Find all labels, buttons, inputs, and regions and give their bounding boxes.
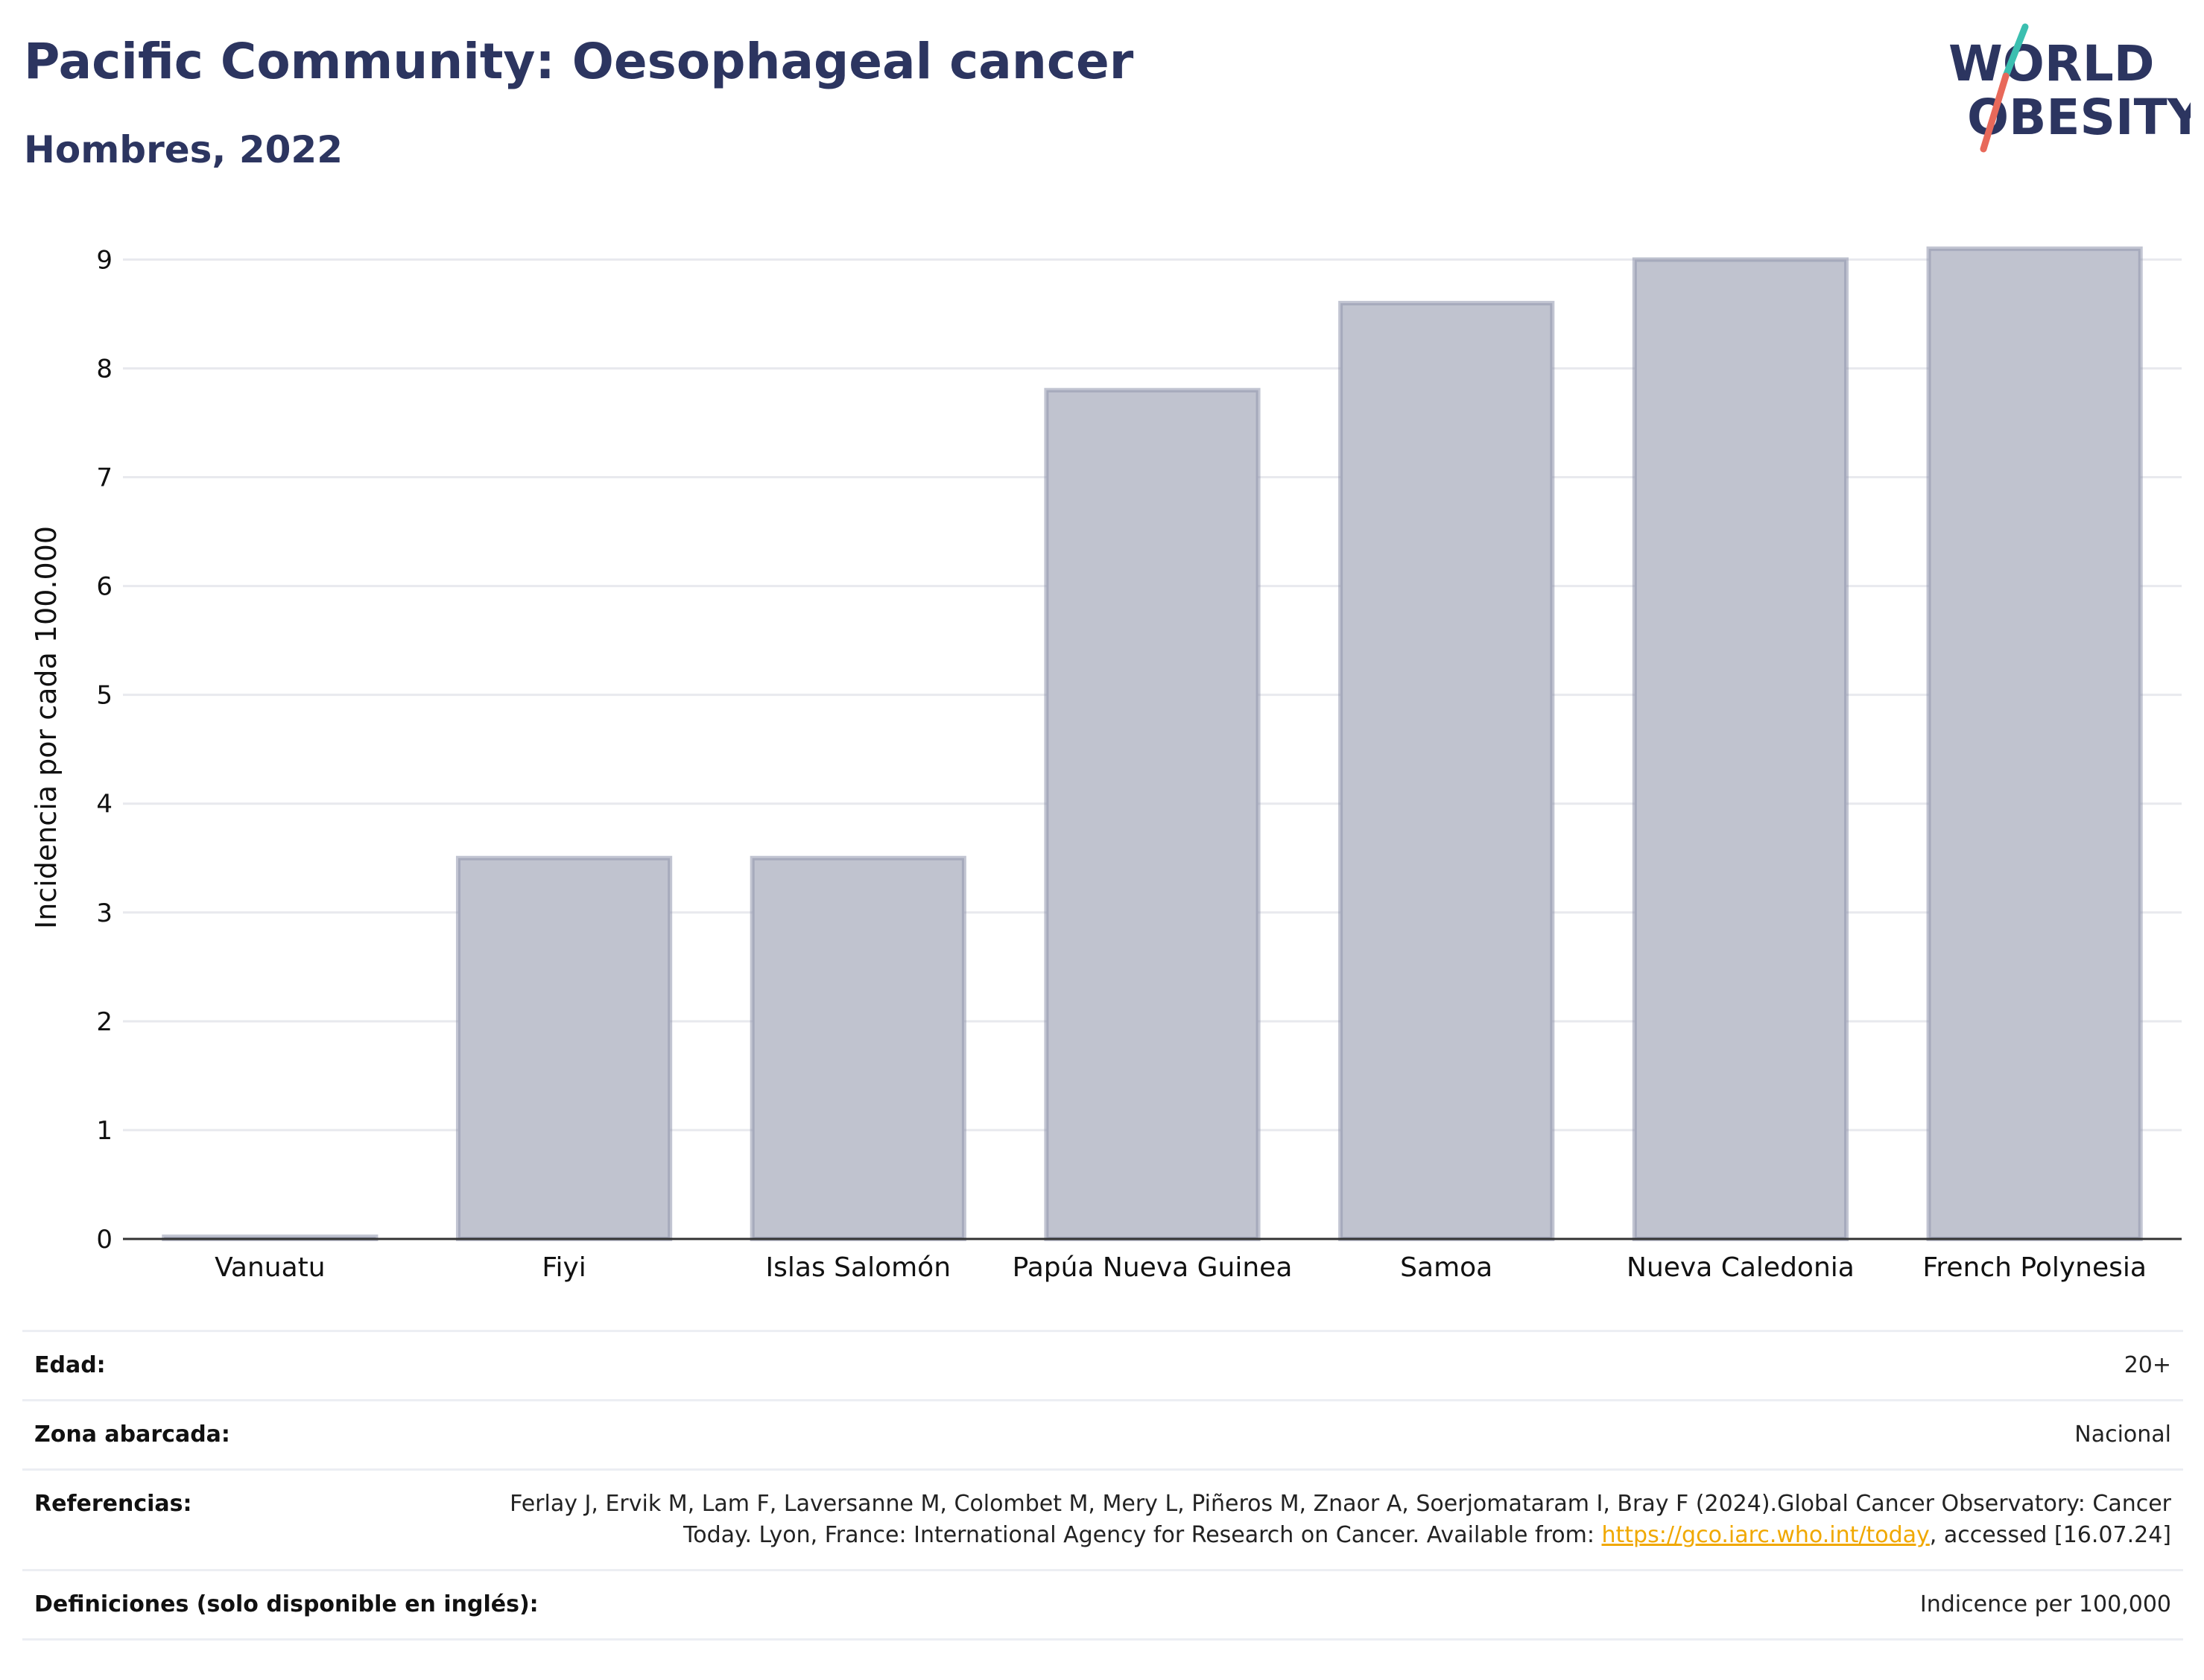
definitions-value: Indicence per 100,000 <box>1919 1591 2171 1617</box>
references-link[interactable]: https://gco.iarc.who.int/today <box>1601 1522 1930 1548</box>
x-tick-label: Vanuatu <box>215 1252 326 1283</box>
y-tick-label: 1 <box>96 1116 113 1146</box>
bar <box>1926 246 2143 1242</box>
meta-row-zone: Zona abarcada: Nacional <box>22 1399 2183 1468</box>
y-axis-title: Incidencia por cada 100.000 <box>30 526 63 929</box>
bar <box>1632 257 1849 1241</box>
metadata-table: Edad: 20+ Zona abarcada: Nacional Refere… <box>22 1330 2183 1641</box>
x-tick-label: French Polynesia <box>1922 1252 2147 1283</box>
zone-value: Nacional <box>2074 1421 2171 1448</box>
meta-row-age: Edad: 20+ <box>22 1330 2183 1399</box>
x-tick-label: Fiyi <box>542 1252 586 1283</box>
page-title: Pacific Community: Oesophageal cancer <box>24 33 1134 90</box>
logo-slash-bottom <box>1980 72 2010 153</box>
age-value: 20+ <box>2124 1352 2171 1378</box>
y-tick-label: 0 <box>96 1225 113 1255</box>
bar <box>1044 387 1261 1241</box>
meta-row-definitions: Definiciones (solo disponible en inglés)… <box>22 1569 2183 1641</box>
logo-word-obesity: OBESITY <box>1967 89 2191 146</box>
bar-chart: 0 1 2 3 4 5 6 7 8 9 Vanuatu Fiyi Islas Salomón Papúa … <box>30 245 2182 1283</box>
references-accessed: , accessed [16.07.24] <box>1929 1522 2171 1548</box>
references-text: Ferlay J, Ervik M, Lam F, Laversanne M, … <box>510 1491 2171 1548</box>
x-tick-label: Papúa Nueva Guinea <box>1013 1252 1293 1283</box>
y-tick-label: 8 <box>96 354 113 384</box>
zone-label: Zona abarcada: <box>34 1421 230 1448</box>
references-label: Referencias: <box>34 1491 192 1517</box>
logo-word-world: WORLD <box>1948 35 2155 92</box>
y-tick-label: 9 <box>96 245 113 275</box>
bar <box>455 855 673 1242</box>
meta-row-references: Referencias: Ferlay J, Ervik M, Lam F, L… <box>22 1468 2183 1569</box>
x-tick-label: Samoa <box>1400 1252 1492 1283</box>
y-tick-label: 4 <box>96 790 113 820</box>
logo-slash-top <box>2002 23 2029 80</box>
age-label: Edad: <box>34 1352 106 1378</box>
bar <box>750 855 966 1242</box>
page-subtitle: Hombres, 2022 <box>24 128 343 171</box>
y-tick-label: 6 <box>96 572 113 602</box>
logo-graphic: WORLD OBESITY <box>1948 23 2191 153</box>
y-tick-label: 7 <box>96 463 113 493</box>
references-value: Ferlay J, Ervik M, Lam F, Laversanne M, … <box>495 1489 2171 1551</box>
world-obesity-logo: WORLD OBESITY <box>1945 22 2191 156</box>
y-tick-label: 5 <box>96 681 113 711</box>
y-tick-label: 3 <box>96 898 113 928</box>
definitions-label: Definiciones (solo disponible en inglés)… <box>34 1591 539 1617</box>
bar <box>1338 300 1555 1241</box>
y-tick-label: 2 <box>96 1007 113 1037</box>
x-tick-label: Nueva Caledonia <box>1627 1252 1855 1283</box>
x-tick-label: Islas Salomón <box>766 1252 951 1283</box>
